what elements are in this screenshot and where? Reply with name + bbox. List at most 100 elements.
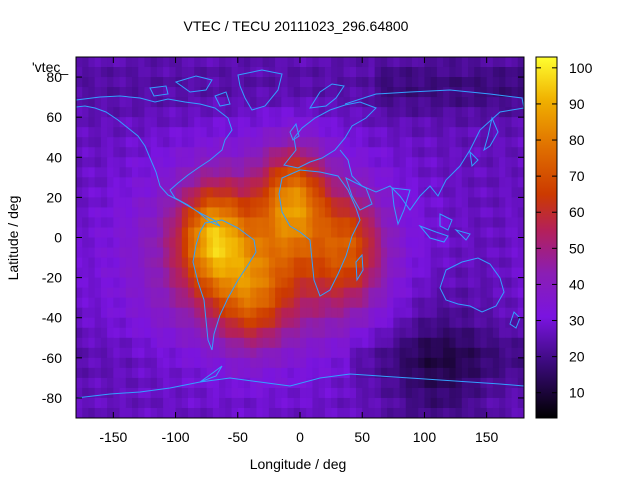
heatmap-cell (349, 167, 357, 178)
heatmap-cell (492, 147, 500, 158)
heatmap-cell (343, 187, 351, 198)
heatmap-cell (455, 197, 463, 209)
heatmap-cell (324, 397, 332, 409)
heatmap-cell (418, 97, 426, 108)
heatmap-cell (449, 347, 457, 359)
heatmap-cell (275, 187, 282, 198)
heatmap-cell (244, 297, 251, 309)
heatmap-cell (76, 117, 83, 128)
heatmap-cell (418, 347, 426, 359)
heatmap-cell (505, 117, 513, 128)
heatmap-cell (175, 367, 183, 379)
heatmap-cell (399, 237, 407, 249)
colorbar-tick-label: 20 (569, 349, 585, 365)
heatmap-cell (76, 277, 83, 289)
heatmap-cell (125, 207, 133, 219)
heatmap-cell (231, 367, 239, 379)
heatmap-cell (138, 57, 146, 68)
heatmap-cell (88, 297, 96, 309)
heatmap-cell (405, 227, 413, 239)
heatmap-cell (256, 387, 264, 399)
heatmap-cell (156, 317, 164, 329)
heatmap-cell (424, 127, 432, 138)
heatmap-cell (461, 127, 469, 138)
heatmap-cell (194, 187, 202, 198)
heatmap-cell (175, 287, 183, 299)
heatmap-cell (169, 177, 177, 188)
heatmap-cell (399, 337, 407, 349)
heatmap-cell (281, 227, 289, 239)
heatmap-cell (424, 257, 432, 269)
heatmap-cell (455, 407, 463, 418)
heatmap-cell (405, 307, 413, 319)
heatmap-cell (150, 287, 158, 299)
heatmap-cell (132, 247, 139, 259)
heatmap-cell (356, 167, 363, 178)
heatmap-cell (169, 197, 177, 209)
heatmap-cell (256, 367, 264, 379)
heatmap-cell (200, 107, 208, 118)
heatmap-cell (237, 197, 245, 209)
heatmap-cell (430, 67, 438, 78)
heatmap-cell (206, 307, 214, 319)
heatmap-cell (424, 217, 432, 229)
heatmap-cell (424, 377, 432, 389)
heatmap-cell (324, 297, 332, 309)
heatmap-cell (356, 197, 363, 209)
heatmap-cell (312, 367, 320, 379)
heatmap-cell (138, 387, 146, 399)
heatmap-cell (82, 127, 90, 138)
heatmap-cell (219, 67, 226, 78)
heatmap-cell (443, 187, 450, 198)
heatmap-cell (113, 327, 121, 339)
heatmap-cell (132, 117, 139, 128)
heatmap-cell (405, 357, 413, 369)
heatmap-cell (150, 367, 158, 379)
heatmap-cell (268, 227, 276, 239)
heatmap-cell (511, 207, 519, 219)
heatmap-cell (76, 257, 83, 269)
heatmap-cell (461, 167, 469, 178)
heatmap-cell (88, 187, 96, 198)
heatmap-cell (312, 377, 320, 389)
heatmap-cell (94, 377, 102, 389)
heatmap-cell (262, 317, 270, 329)
heatmap-cell (169, 367, 177, 379)
heatmap-cell (212, 277, 220, 289)
heatmap-cell (287, 377, 295, 389)
heatmap-cell (287, 387, 295, 399)
heatmap-cell (144, 167, 152, 178)
heatmap-cell (262, 357, 270, 369)
heatmap-cell (150, 227, 158, 239)
heatmap-cell (181, 217, 189, 229)
heatmap-cell (88, 57, 96, 68)
heatmap-cell (94, 267, 102, 279)
heatmap-cell (76, 97, 83, 108)
heatmap-cell (468, 117, 475, 128)
heatmap-cell (505, 327, 513, 339)
heatmap-cell (468, 187, 475, 198)
heatmap-cell (144, 377, 152, 389)
heatmap-cell (449, 147, 457, 158)
heatmap-cell (107, 367, 114, 379)
heatmap-cell (237, 77, 245, 88)
heatmap-cell (424, 67, 432, 78)
heatmap-cell (132, 397, 139, 409)
heatmap-cell (188, 307, 195, 319)
heatmap-cell (430, 387, 438, 399)
heatmap-cell (113, 347, 121, 359)
heatmap-cell (480, 127, 488, 138)
heatmap-cell (517, 377, 524, 389)
heatmap-cell (175, 157, 183, 168)
heatmap-cell (275, 337, 282, 349)
heatmap-cell (424, 157, 432, 168)
heatmap-cell (300, 147, 307, 158)
heatmap-cell (455, 177, 463, 188)
heatmap-cell (505, 87, 513, 98)
heatmap-cell (212, 147, 220, 158)
heatmap-cell (436, 257, 444, 269)
heatmap-cell (499, 317, 506, 329)
heatmap-cell (436, 87, 444, 98)
heatmap-cell (200, 357, 208, 369)
heatmap-cell (318, 207, 326, 219)
